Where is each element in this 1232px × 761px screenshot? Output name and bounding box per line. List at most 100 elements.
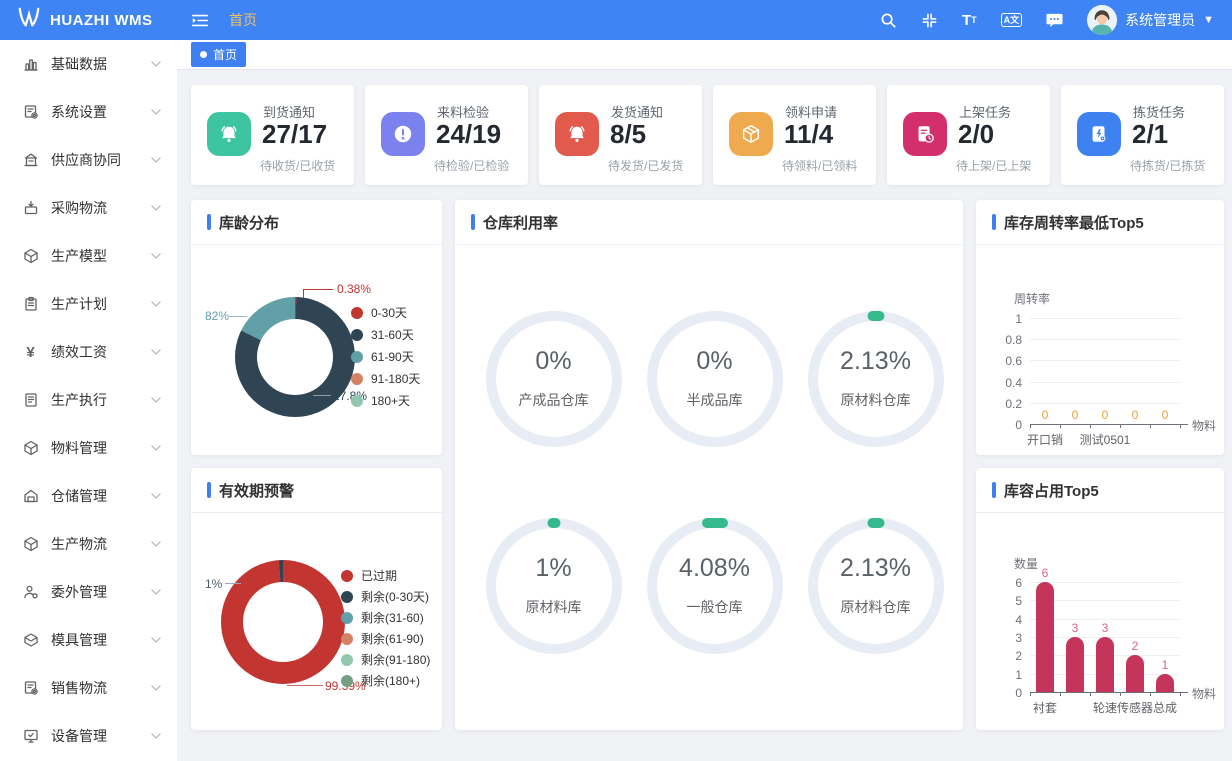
chevron-down-icon [151,445,161,451]
stat-title: 来料检验 [437,105,490,120]
sidebar-item-1[interactable]: 系统设置 [0,88,177,136]
gauge-0: 0% 产成品仓库 [473,275,634,482]
sidebar-item-8[interactable]: 物料管理 [0,424,177,472]
x-tick-mark [1060,424,1061,428]
bar-2 [1096,637,1114,692]
gauge-ring: 4.08% 一般仓库 [646,517,783,654]
sidebar-item-12[interactable]: 模具管理 [0,616,177,664]
sidebar-item-label: 物料管理 [51,440,107,456]
chevron-down-icon [151,733,161,739]
x-axis-line [1030,692,1188,693]
pie-label-61-90: 82% [205,309,230,323]
sidebar: 基础数据 系统设置 供应商协同 采购物流 生产模型 生产计划 ¥ 绩效工资 生产… [0,40,177,761]
bar-value-label: 3 [1101,621,1109,635]
stat-value: 24/19 [436,119,502,149]
y-tick-label: 0 [1015,686,1022,700]
gauge-value: 0% [535,347,572,375]
sidebar-item-10[interactable]: 生产物流 [0,520,177,568]
stock-age-donut [235,297,355,417]
stat-card-4[interactable]: 上架任务 2/0 待上架/已上架 [887,85,1050,185]
message-icon[interactable] [1046,12,1063,28]
x-axis-name: 物料 [1192,687,1217,701]
sidebar-item-label: 模具管理 [51,632,107,648]
pie-label-0-30: 0.38% [337,282,372,296]
sidebar-item-13[interactable]: 销售物流 [0,664,177,712]
persongear-icon [22,584,39,601]
stat-value: 2/1 [1132,119,1169,149]
chevron-down-icon [151,109,161,115]
stat-caption: 待发货/已发货 [608,159,684,173]
translate-icon[interactable]: A文 [1000,12,1023,28]
sidebar-item-0[interactable]: 基础数据 [0,40,177,88]
user-menu[interactable]: 系统管理员 ▼ [1087,5,1214,35]
bar-value-label: 1 [1161,657,1169,672]
sidebar-item-4[interactable]: 生产模型 [0,232,177,280]
gridline [1030,318,1180,319]
legend-item-0[interactable]: 0-30天 [351,304,407,321]
stat-card-1[interactable]: 来料检验 24/19 待检验/已检验 [365,85,528,185]
card-title-turnover: 库存周转率最低Top5 [1004,214,1144,232]
sidebar-item-3[interactable]: 采购物流 [0,184,177,232]
stat-title: 上架任务 [959,105,1012,120]
y-axis-name: 数量 [1014,557,1039,571]
stat-card-2[interactable]: 发货通知 8/5 待发货/已发货 [539,85,702,185]
legend-item-1[interactable]: 31-60天 [351,326,414,343]
docbolt-icon [1077,112,1121,156]
legend-label: 91-180天 [371,372,421,386]
compress-icon[interactable] [921,12,938,29]
chevron-down-icon [151,61,161,67]
gauge-arc [547,517,560,528]
card-title-utilization: 仓库利用率 [483,214,559,232]
sidebar-item-9[interactable]: 仓储管理 [0,472,177,520]
gauge-name: 原材料仓库 [840,599,911,615]
chevron-down-icon [151,253,161,259]
x-category-label: 轮速传感器总成 [1092,701,1177,715]
x-tick-mark [1030,692,1031,696]
title-marker [471,214,475,230]
tab-bar: 首页 [177,40,1232,70]
sidebar-item-label: 生产执行 [51,392,107,408]
sidebar-toggle-icon[interactable] [191,13,209,28]
expiry-donut [221,560,345,684]
y-tick-label: 0.8 [1005,333,1022,348]
y-tick-label: 3 [1015,631,1022,645]
legend-item-2[interactable]: 剩余(31-60) [341,609,424,626]
x-axis-line [1030,424,1188,425]
legend-item-5[interactable]: 剩余(180+) [341,672,420,689]
stat-card-3[interactable]: 领料申请 11/4 待领料/已领料 [713,85,876,185]
stat-title: 到货通知 [263,105,316,120]
legend-label: 剩余(31-60) [361,611,424,625]
gridline [1030,360,1180,362]
sidebar-item-7[interactable]: 生产执行 [0,376,177,424]
active-tab-dot-icon [200,51,207,58]
gauge-2: 2.13% 原材料仓库 [795,275,956,482]
docgear-icon [22,104,39,121]
legend-item-4[interactable]: 180+天 [351,392,410,409]
legend-item-1[interactable]: 剩余(0-30天) [341,588,429,605]
stat-card-0[interactable]: 到货通知 27/17 待收货/已收货 [191,85,354,185]
legend-item-3[interactable]: 91-180天 [351,370,420,387]
sidebar-item-5[interactable]: 生产计划 [0,280,177,328]
legend-item-4[interactable]: 剩余(91-180) [341,651,430,668]
legend-label: 31-60天 [371,328,414,342]
title-marker [992,482,996,498]
x-tick-mark [1180,692,1181,696]
bar-3 [1126,655,1144,692]
sidebar-item-14[interactable]: 设备管理 [0,712,177,760]
breadcrumb[interactable]: 首页 [229,12,257,28]
sidebar-item-6[interactable]: ¥ 绩效工资 [0,328,177,376]
gauge-name: 产成品仓库 [518,392,589,408]
stat-value: 2/0 [958,119,995,149]
sidebar-item-11[interactable]: 委外管理 [0,568,177,616]
chart-icon [22,56,39,73]
legend-item-0[interactable]: 已过期 [341,567,397,584]
search-icon[interactable] [880,12,897,29]
legend-item-2[interactable]: 61-90天 [351,348,414,365]
legend-item-3[interactable]: 剩余(61-90) [341,630,424,647]
stat-card-5[interactable]: 拣货任务 2/1 待拣货/已拣货 [1061,85,1224,185]
sidebar-item-2[interactable]: 供应商协同 [0,136,177,184]
sidebar-item-label: 仓储管理 [51,488,107,504]
tab-home[interactable]: 首页 [191,42,247,67]
gauge-arc [867,310,884,321]
